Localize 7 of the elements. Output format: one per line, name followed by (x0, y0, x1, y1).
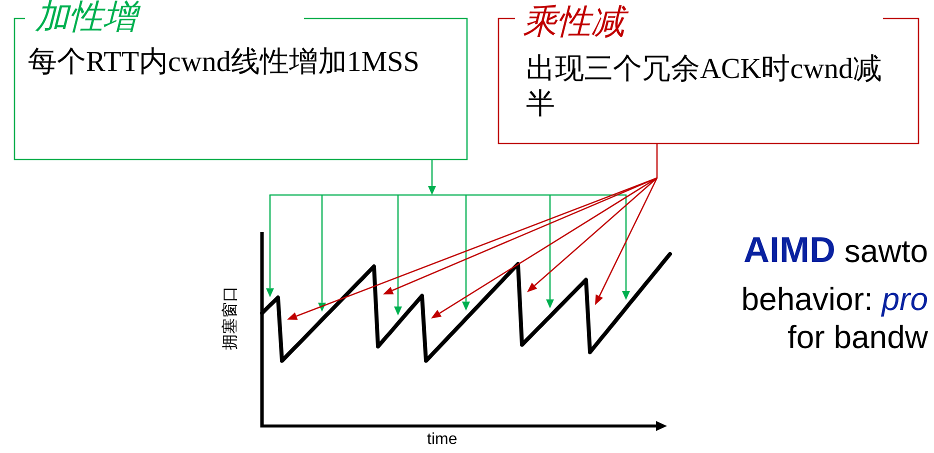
text: AIMD sawto (744, 229, 928, 271)
text: for bandw (787, 318, 928, 357)
text: 出现三个冗余ACK时cwnd减半 (526, 52, 884, 122)
x-axis-title: time (427, 431, 458, 448)
y-axis-title: 拥塞窗口 (222, 286, 239, 350)
text: behavior: pro (741, 280, 928, 319)
text: 每个RTT内cwnd线性增加1MSS (28, 45, 420, 80)
